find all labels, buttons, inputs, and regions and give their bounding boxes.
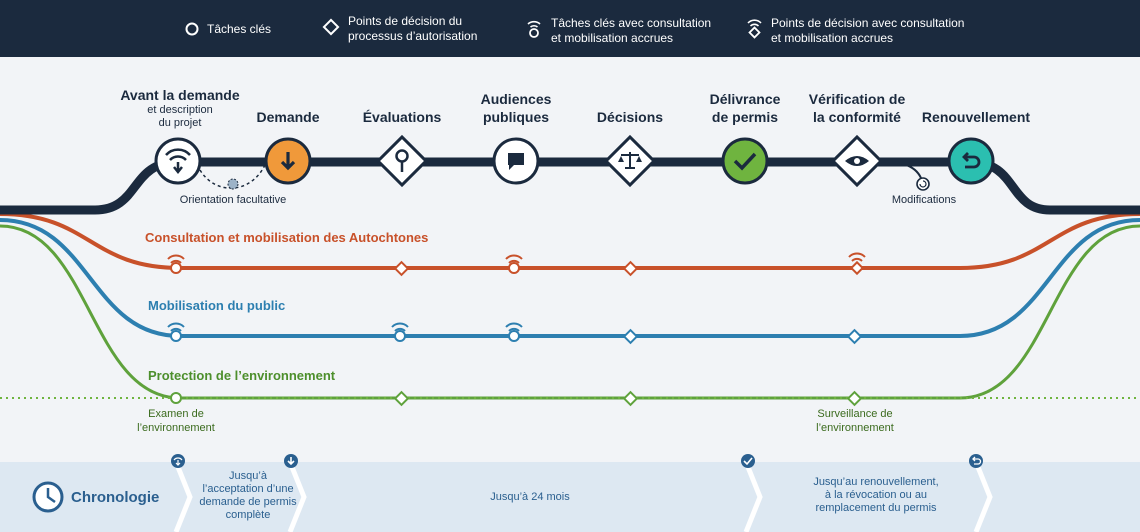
environment-track-title: Protection de l’environnement	[148, 368, 336, 383]
decision-point-legend-icon	[322, 18, 340, 36]
stage-application: Demande	[256, 109, 320, 125]
environment-decision-marker	[622, 390, 639, 407]
stage-compliance: Vérification de la conformité	[808, 91, 906, 125]
public-enhanced-task-marker	[505, 322, 523, 342]
modifications-label: Modifications	[891, 194, 957, 206]
stage-pre-application-sub: et description du projet	[147, 104, 213, 129]
legend-decision-points-enhanced: Points de décision avec consultation et …	[771, 16, 965, 45]
environment-task-marker	[170, 392, 182, 404]
download-small-icon	[284, 454, 298, 468]
modifications-icon	[916, 177, 930, 191]
enhanced-task-legend-icon	[527, 20, 541, 38]
optional-guidance-loop	[199, 164, 266, 189]
legend-key-tasks: Tâches clés	[207, 22, 272, 36]
public-enhanced-task-marker	[391, 322, 409, 342]
magnifier-icon	[375, 134, 429, 188]
timeline-chevron	[287, 461, 307, 532]
legend-bar	[0, 0, 1140, 57]
key-task-legend-icon	[185, 22, 199, 36]
stage-pre-application: Avant la demande	[120, 87, 240, 103]
timeline-chevron	[743, 461, 763, 532]
wifi-down-small-icon	[171, 454, 185, 468]
timeline-phase-2: Jusqu’à 24 mois	[490, 491, 570, 503]
download-icon	[264, 137, 312, 185]
check-small-icon	[741, 454, 755, 468]
environment-decision-marker	[393, 390, 410, 407]
environment-decision-marker	[846, 390, 863, 407]
clock-icon	[32, 481, 64, 513]
check-icon	[721, 137, 769, 185]
renew-small-icon	[969, 454, 983, 468]
timeline-title: Chronologie	[71, 489, 160, 506]
main-process-line	[0, 157, 1140, 215]
stage-renewal: Renouvellement	[921, 109, 1031, 125]
env-review-label: Examen de l’environnement	[137, 408, 215, 434]
public-decision-marker	[846, 328, 863, 345]
indigenous-decision-marker	[393, 260, 410, 277]
public-decision-marker	[622, 328, 639, 345]
eye-icon	[830, 134, 884, 188]
indigenous-enhanced-decision-marker	[848, 252, 866, 276]
renew-icon	[947, 137, 995, 185]
stage-assessments: Évaluations	[362, 109, 442, 125]
indigenous-track-title: Consultation et mobilisation des Autocht…	[145, 230, 429, 245]
timeline-chevron	[173, 461, 193, 532]
indigenous-enhanced-task-marker	[167, 254, 185, 274]
env-monitoring-label: Surveillance de l’environnement	[816, 408, 894, 434]
public-track-line	[0, 218, 1140, 338]
indigenous-enhanced-task-marker	[505, 254, 523, 274]
wifi-down-icon	[154, 137, 202, 185]
legend-decision-points: Points de décision du processus d’autori…	[348, 14, 478, 43]
stage-hearings: Audiences publiques	[480, 91, 552, 125]
public-track-title: Mobilisation du public	[148, 298, 286, 313]
timeline-chevron	[973, 461, 993, 532]
scales-icon	[603, 134, 657, 188]
indigenous-track-line	[0, 212, 1140, 270]
legend-key-tasks-enhanced: Tâches clés avec consultation et mobilis…	[551, 16, 712, 45]
stage-decisions: Décisions	[596, 109, 664, 125]
stage-permitting: Délivrance de permis	[709, 91, 781, 125]
indigenous-decision-marker	[622, 260, 639, 277]
optional-guidance-dot	[227, 178, 239, 190]
speech-bubble-icon	[492, 137, 540, 185]
timeline-phase-3: Jusqu’au renouvellement, à la révocation…	[813, 476, 939, 514]
timeline-phase-1: Jusqu’à l’acceptation d’une demande de p…	[199, 470, 297, 521]
public-enhanced-task-marker	[167, 322, 185, 342]
enhanced-decision-legend-icon	[747, 19, 762, 39]
optional-guidance-label: Orientation facultative	[179, 194, 287, 206]
